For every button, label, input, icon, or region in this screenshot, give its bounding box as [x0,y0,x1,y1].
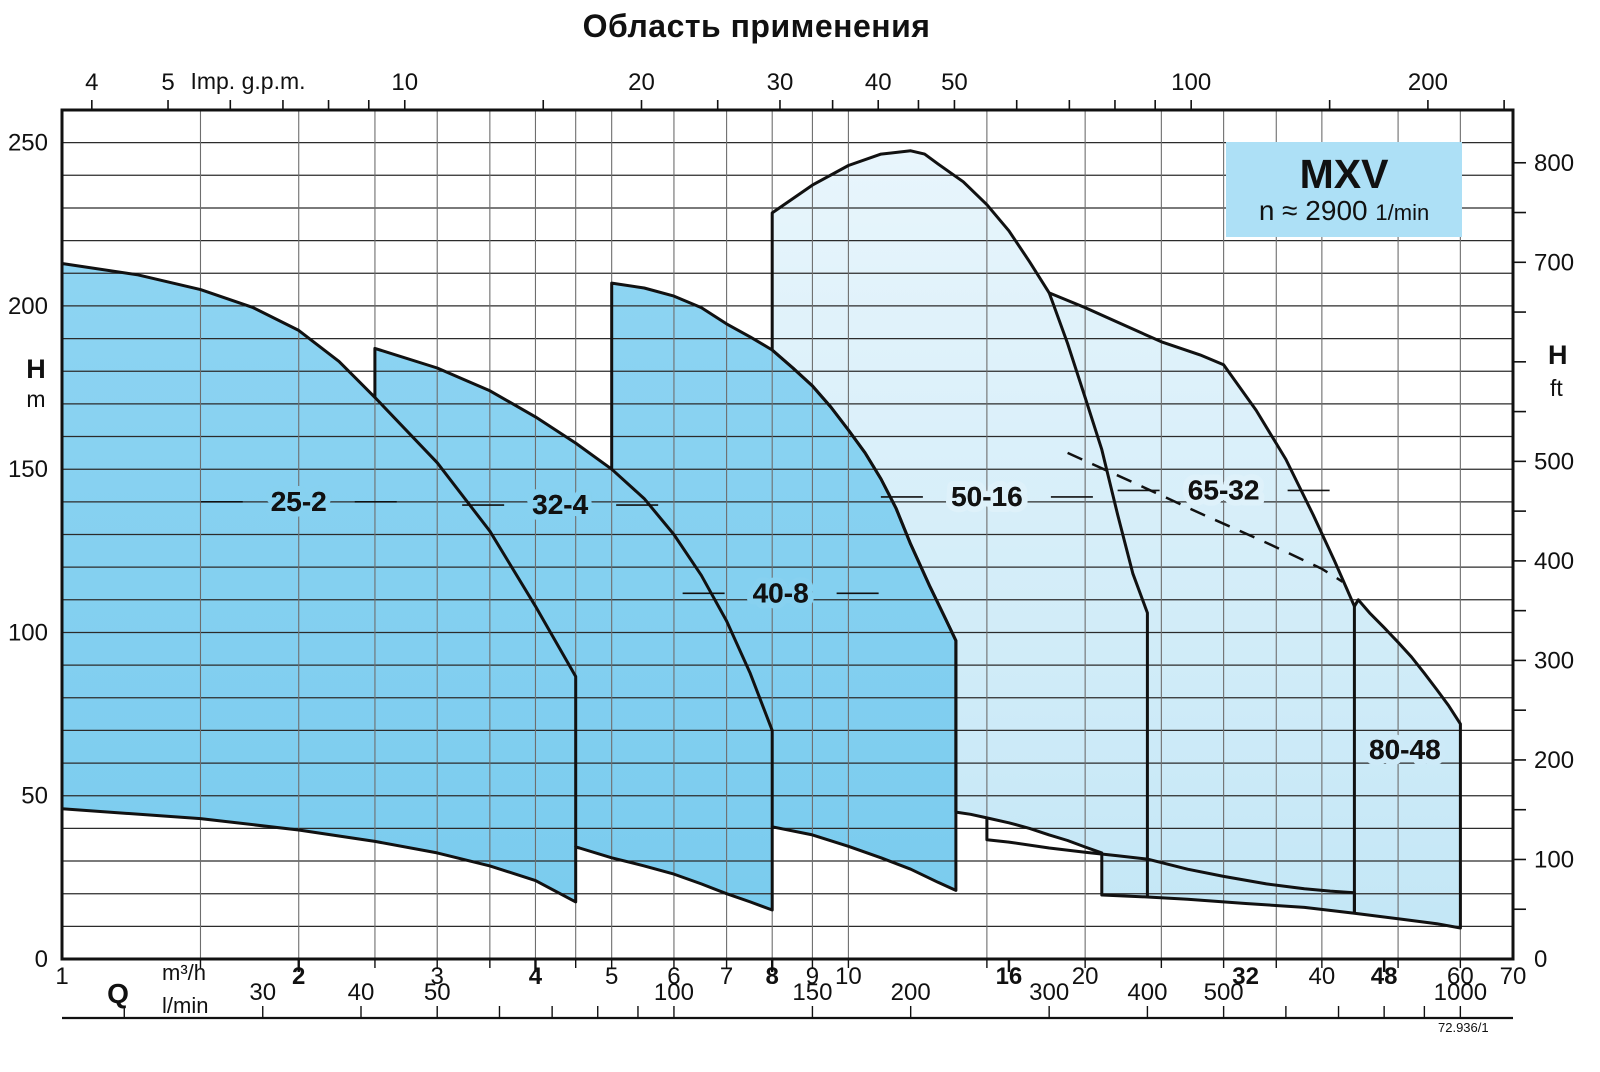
25-2-max-curve [373,396,578,847]
region-label-halo-50-16: 50-16 [951,481,1023,512]
top-tick-label-20: 20 [628,69,655,96]
region-label-halo-65-32: 65-32 [1188,474,1260,505]
lmin-label-1000: 1000 [1434,979,1487,1006]
top-tick-label-100: 100 [1171,69,1211,96]
model-speed: n ≈ 2900 1/min [1258,194,1430,227]
bottom-m3h-label-20: 20 [1072,963,1099,990]
region-label-halo-80-48: 80-48 [1369,734,1441,765]
right-tick-label-300: 300 [1534,647,1574,674]
lmin-label-150: 150 [792,979,832,1006]
50-16-max-curve [1047,292,1149,897]
left-axis-unit: m [26,386,45,412]
right-tick-label-0: 0 [1534,946,1547,973]
lmin-label-40: 40 [348,979,375,1006]
region-label-halo-25-2: 25-2 [271,486,327,517]
plot-border [60,108,1515,961]
bottom-m3h-label-8: 8 [766,963,779,990]
bottom-m3h-unit: m³/h [162,960,206,985]
lmin-label-500: 500 [1204,979,1244,1006]
lmin-label-100: 100 [654,979,694,1006]
drawing-reference: 72.936/1 [1438,1020,1489,1035]
bottom-m3h-label-5: 5 [605,963,618,990]
region-fill-dark-compound [62,263,956,910]
bottom-m3h-label-3: 3 [431,963,444,990]
lmin-label-400: 400 [1127,979,1167,1006]
region-boundary-layer [60,149,1462,930]
region-label-32-4: 32-4 [532,489,588,520]
region-label-65-32: 65-32 [1188,474,1260,505]
speed-value: n ≈ 2900 [1258,194,1368,226]
bottom-m3h-label-1: 1 [55,963,68,990]
bottom-m3h-label-16: 16 [996,963,1023,990]
top-tick-label-30: 30 [767,69,794,96]
lmin-label-30: 30 [249,979,276,1006]
left-tick-label-100: 100 [8,619,48,646]
top-axis-unit: Imp. g.p.m. [190,68,305,94]
bottom-lmin-unit: l/min [162,993,208,1018]
bottom-m3h-label-4: 4 [529,963,543,990]
left-tick-label-250: 250 [8,130,48,157]
bottom-m3h-label-6: 6 [667,963,680,990]
lmin-label-200: 200 [891,979,931,1006]
bottom-m3h-label-32: 32 [1232,963,1259,990]
region-fill-layer [62,150,1461,929]
speed-unit: 1/min [1375,199,1430,225]
region-label-50-16: 50-16 [951,481,1023,512]
bottom-m3h-label-10: 10 [835,963,862,990]
right-tick-label-500: 500 [1534,448,1574,475]
top-tick-label-40: 40 [865,69,892,96]
region-fill-light-compound [772,150,1461,929]
left-axis-symbol: H [26,354,46,384]
page-title: Область применения [582,8,931,44]
left-tick-label-150: 150 [8,456,48,483]
right-axis-symbol: H [1548,340,1568,370]
lmin-label-50: 50 [424,979,451,1006]
bottom-m3h-label-60: 60 [1447,963,1474,990]
region-label-25-2: 25-2 [271,486,327,517]
region-outline-light-compound [770,149,1462,930]
right-tick-label-400: 400 [1534,548,1574,575]
top-tick-label-4: 4 [85,69,98,96]
bottom-m3h-label-40: 40 [1309,963,1336,990]
left-tick-label-50: 50 [21,783,48,810]
region-label-40-8: 40-8 [753,577,809,608]
right-axis-unit: ft [1550,375,1563,401]
bottom-m3h-label-48: 48 [1371,963,1398,990]
bottom-m3h-label-9: 9 [806,963,819,990]
left-tick-label-200: 200 [8,293,48,320]
model-name: MXV [1299,150,1389,197]
top-tick-label-10: 10 [391,69,418,96]
right-tick-label-800: 800 [1534,150,1574,177]
region-label-80-48: 80-48 [1369,734,1441,765]
top-tick-label-5: 5 [161,69,174,96]
region-label-halo-40-8: 40-8 [753,577,809,608]
bottom-m3h-label-7: 7 [720,963,733,990]
50-16-min-curve [985,817,1356,914]
right-tick-label-700: 700 [1534,249,1574,276]
bottom-m3h-label-70: 70 [1500,963,1527,990]
model-badge: MXV n ≈ 2900 1/min [1226,142,1462,237]
lmin-label-300: 300 [1029,979,1069,1006]
bottom-m3h-label-2: 2 [292,963,305,990]
top-tick-label-200: 200 [1408,69,1448,96]
right-tick-label-200: 200 [1534,747,1574,774]
65-32-dashed-split [1067,451,1344,583]
right-tick-label-100: 100 [1534,846,1574,873]
top-tick-label-50: 50 [941,69,968,96]
bottom-axis-symbol: Q [107,978,129,1009]
left-tick-label-0: 0 [35,946,48,973]
region-label-halo-32-4: 32-4 [532,489,588,520]
